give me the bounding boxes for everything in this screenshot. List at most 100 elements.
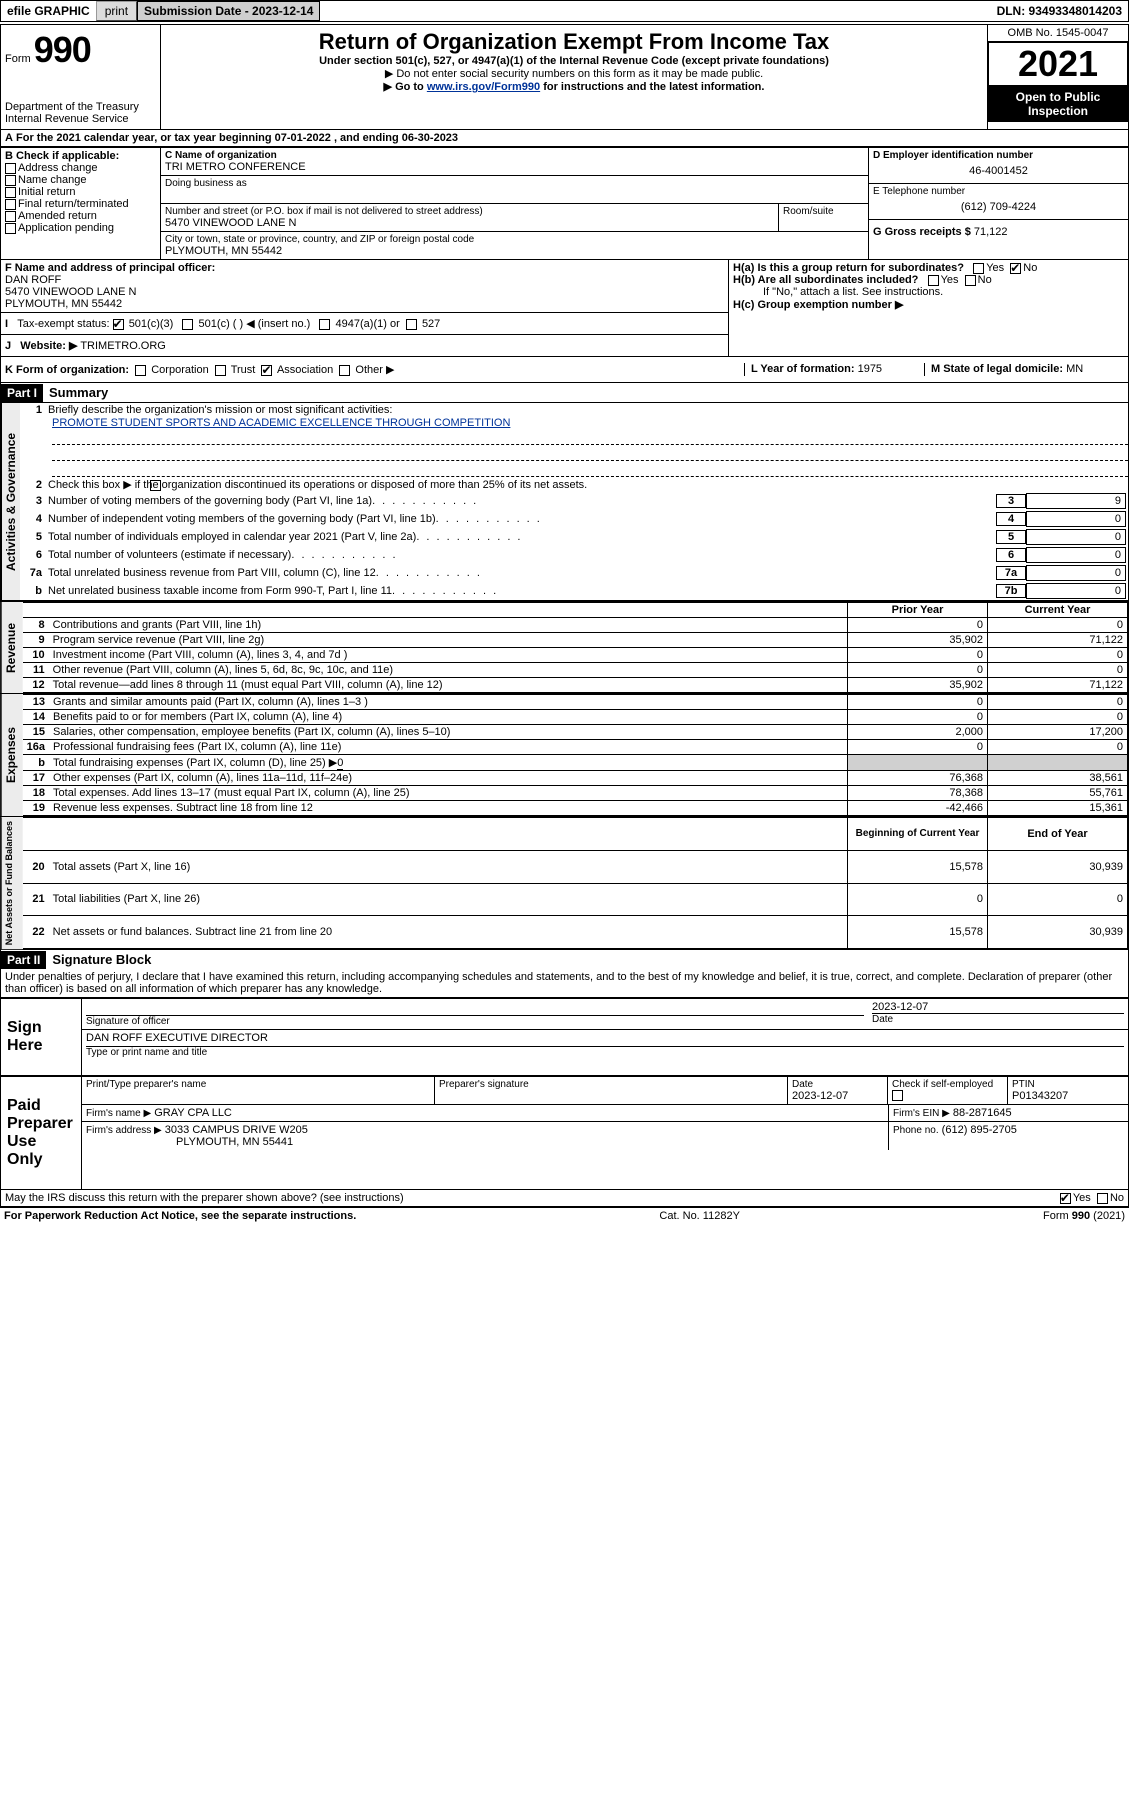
form-word: Form [5, 53, 31, 65]
l15: Salaries, other compensation, employee b… [49, 725, 847, 740]
py22: 15,578 [848, 916, 988, 949]
l10: Investment income (Part VIII, column (A)… [49, 648, 848, 663]
gross-receipts: 71,122 [974, 226, 1008, 238]
officer-name-title: DAN ROFF EXECUTIVE DIRECTOR [86, 1032, 1124, 1047]
firm-name-label: Firm's name ▶ [86, 1108, 151, 1119]
h-c: H(c) Group exemption number ▶ [733, 298, 1124, 311]
chk-501c[interactable] [182, 319, 193, 330]
firm-ein-label: Firm's EIN ▶ [893, 1108, 950, 1119]
l12: Total revenue—add lines 8 through 11 (mu… [49, 678, 848, 693]
l18: Total expenses. Add lines 13–17 (must eq… [49, 786, 847, 801]
print-button[interactable]: print [96, 1, 137, 21]
cy12: 71,122 [988, 678, 1128, 693]
n3: 3 [996, 494, 1026, 508]
type-name-label: Type or print name and title [86, 1047, 1124, 1058]
revenue-table: Prior YearCurrent Year 8Contributions an… [23, 602, 1128, 693]
chk-amended[interactable]: Amended return [5, 210, 156, 222]
side-activities: Activities & Governance [1, 403, 20, 600]
box-k-label: K Form of organization: [5, 364, 129, 376]
chk-discuss-yes[interactable] [1060, 1193, 1071, 1204]
chk-corp[interactable] [135, 365, 146, 376]
l7a-text: Total unrelated business revenue from Pa… [48, 567, 996, 579]
py16b [848, 755, 988, 771]
self-employed: Check if self-employed [888, 1077, 1008, 1104]
chk-discuss-no[interactable] [1097, 1193, 1108, 1204]
v7a: 0 [1026, 565, 1126, 581]
part1-label: Part I [1, 384, 43, 402]
h-a: H(a) Is this a group return for subordin… [733, 262, 1124, 274]
chk-trust[interactable] [215, 365, 226, 376]
website-value: TRIMETRO.ORG [80, 340, 166, 352]
l16b: Total fundraising expenses (Part IX, col… [49, 755, 847, 771]
box-m-label: M State of legal domicile: [931, 363, 1063, 375]
chk-other[interactable] [339, 365, 350, 376]
note-ssn: ▶ Do not enter social security numbers o… [165, 67, 983, 80]
l4-text: Number of independent voting members of … [48, 513, 996, 525]
box-d-label: D Employer identification number [873, 150, 1124, 161]
l5-text: Total number of individuals employed in … [48, 531, 996, 543]
tax-period: A For the 2021 calendar year, or tax yea… [1, 130, 1128, 147]
city-value: PLYMOUTH, MN 55442 [165, 245, 864, 257]
py12: 35,902 [848, 678, 988, 693]
chk-final[interactable]: Final return/terminated [5, 198, 156, 210]
l13: Grants and similar amounts paid (Part IX… [49, 695, 847, 710]
v5: 0 [1026, 529, 1126, 545]
note-goto: ▶ Go to www.irs.gov/Form990 for instruct… [165, 80, 983, 93]
v3: 9 [1026, 493, 1126, 509]
cy16b [988, 755, 1128, 771]
ein-value: 46-4001452 [873, 161, 1124, 181]
n5: 5 [996, 530, 1026, 544]
chk-4947[interactable] [319, 319, 330, 330]
firm-addr1: 3033 CAMPUS DRIVE W205 [165, 1124, 308, 1136]
cy22: 30,939 [988, 916, 1128, 949]
box-l-label: L Year of formation: [751, 363, 855, 375]
chk-self-emp[interactable] [892, 1090, 903, 1101]
org-name: TRI METRO CONFERENCE [165, 161, 864, 173]
dln: DLN: 93493348014203 [991, 2, 1128, 20]
chk-initial[interactable]: Initial return [5, 186, 156, 198]
chk-name[interactable]: Name change [5, 174, 156, 186]
py19: -42,466 [848, 801, 988, 816]
part2-title: Signature Block [46, 950, 157, 969]
col-prior: Prior Year [848, 603, 988, 618]
py13: 0 [848, 695, 988, 710]
officer-name: DAN ROFF [5, 274, 61, 286]
l3-text: Number of voting members of the governin… [48, 495, 996, 507]
date-label: Date [872, 1014, 1124, 1025]
year-formation: 1975 [858, 363, 882, 375]
firm-addr-label: Firm's address ▶ [86, 1125, 162, 1136]
chk-l2[interactable] [150, 480, 161, 491]
irs-link[interactable]: www.irs.gov/Form990 [427, 81, 540, 93]
chk-addr[interactable]: Address change [5, 162, 156, 174]
py17: 76,368 [848, 771, 988, 786]
chk-hb-no[interactable] [965, 275, 976, 286]
phone-value: (612) 709-4224 [873, 197, 1124, 217]
n4: 4 [996, 512, 1026, 526]
street-value: 5470 VINEWOOD LANE N [165, 217, 774, 229]
part1-title: Summary [43, 383, 114, 402]
sig-officer-label: Signature of officer [86, 1016, 864, 1027]
part2-label: Part II [1, 951, 46, 969]
l6-text: Total number of volunteers (estimate if … [48, 549, 996, 561]
col-current: Current Year [988, 603, 1128, 618]
room-label: Room/suite [783, 206, 864, 217]
py18: 78,368 [848, 786, 988, 801]
chk-app-pending[interactable]: Application pending [5, 222, 156, 234]
side-expenses: Expenses [1, 694, 23, 816]
chk-527[interactable] [406, 319, 417, 330]
n6: 6 [996, 548, 1026, 562]
chk-501c3[interactable] [113, 319, 124, 330]
l21: Total liabilities (Part X, line 26) [49, 883, 848, 916]
city-label: City or town, state or province, country… [165, 234, 864, 245]
tax-exempt-label: Tax-exempt status: [17, 318, 109, 330]
sign-here: Sign Here [1, 999, 81, 1075]
chk-assoc[interactable] [261, 365, 272, 376]
box-f-label: F Name and address of principal officer: [5, 262, 215, 274]
chk-ha-no[interactable] [1010, 263, 1021, 274]
mission-link[interactable]: PROMOTE STUDENT SPORTS AND ACADEMIC EXCE… [52, 417, 510, 429]
netassets-table: Beginning of Current YearEnd of Year 20T… [23, 817, 1128, 949]
firm-name: GRAY CPA LLC [154, 1107, 232, 1119]
py20: 15,578 [848, 850, 988, 883]
chk-hb-yes[interactable] [928, 275, 939, 286]
chk-ha-yes[interactable] [973, 263, 984, 274]
